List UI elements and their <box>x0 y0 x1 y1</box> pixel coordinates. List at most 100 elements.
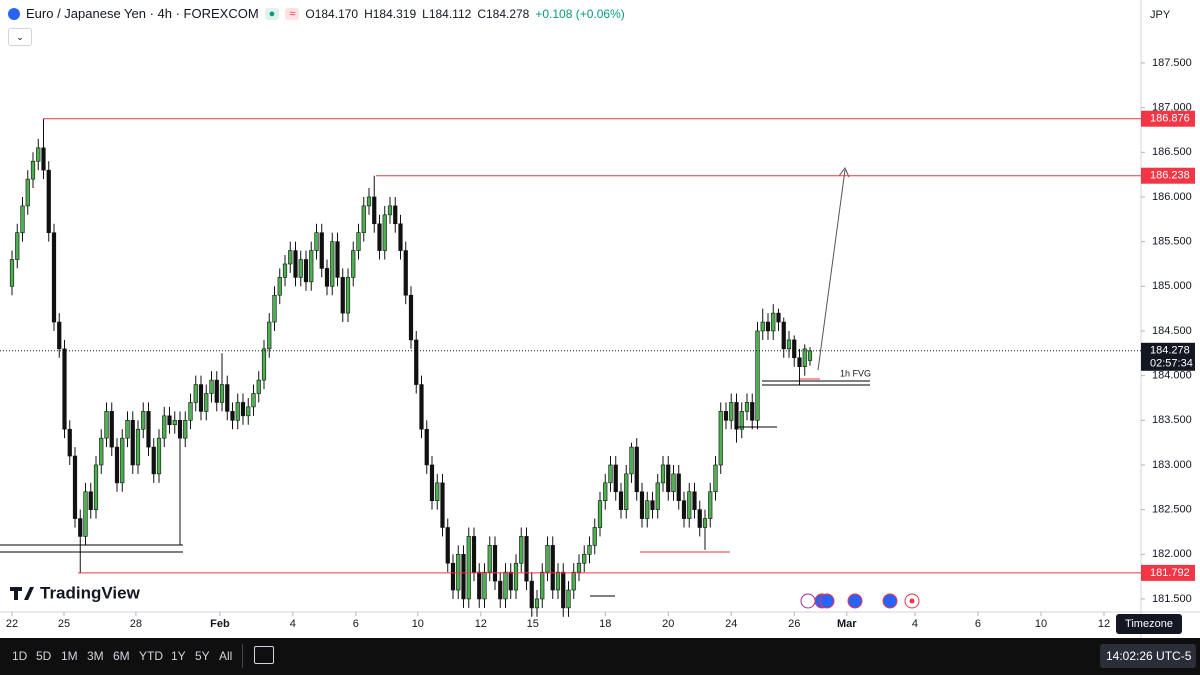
candle-body <box>456 553 461 591</box>
candle-body <box>366 196 372 207</box>
candle-body <box>162 415 167 439</box>
plot <box>9 118 813 617</box>
candle-body <box>424 428 429 466</box>
candle-body <box>135 428 141 466</box>
x-tick-label: 15 <box>527 618 539 630</box>
candle-body <box>246 406 251 417</box>
range-button[interactable]: 5Y <box>195 649 210 663</box>
level-label-bg <box>1141 110 1195 127</box>
candle-body <box>650 500 655 510</box>
candle-body <box>513 562 519 591</box>
candle-body <box>723 411 729 421</box>
candle-body <box>67 428 72 457</box>
countdown: 02:57:34 <box>1150 358 1193 370</box>
candle-body <box>471 536 477 573</box>
candle-body <box>15 232 20 260</box>
candle-body <box>655 482 660 510</box>
candle-body <box>62 348 67 430</box>
event-icon[interactable] <box>847 593 863 609</box>
range-button[interactable]: 6M <box>113 649 130 663</box>
candle-body <box>172 419 177 426</box>
level-label-bg <box>1141 564 1195 581</box>
candle-body <box>88 491 93 510</box>
candle-body <box>36 147 41 162</box>
candle-body <box>445 527 450 564</box>
candle-body <box>776 312 781 323</box>
candle-body <box>702 518 708 528</box>
y-tick-label: 186.000 <box>1152 191 1192 203</box>
candle-body <box>713 464 718 493</box>
candle-body <box>330 241 335 287</box>
candle-body <box>83 491 88 537</box>
candle-body <box>387 205 393 216</box>
range-button[interactable]: YTD <box>139 649 163 663</box>
ohlc-change: +0.108 (+0.06%) <box>535 6 625 21</box>
candle-body <box>734 402 739 430</box>
x-tick-label: 6 <box>353 618 359 630</box>
candle-body <box>576 562 582 573</box>
candle-body <box>597 500 603 528</box>
event-icon[interactable] <box>882 593 898 609</box>
candle-body <box>660 464 666 484</box>
x-tick-label: Mar <box>837 618 857 630</box>
collapse-button[interactable]: ⌄ <box>8 28 32 46</box>
candle-body <box>78 518 83 537</box>
logo-icon <box>10 587 34 600</box>
candle-body <box>393 205 398 225</box>
candle-body <box>225 384 230 412</box>
range-button[interactable]: 1Y <box>171 649 186 663</box>
candle-body <box>524 536 529 582</box>
candle-body <box>30 160 36 180</box>
arrow <box>817 169 846 371</box>
candle-body <box>72 455 78 519</box>
annotation: 1h FVG <box>840 368 871 378</box>
candle-body <box>183 419 188 439</box>
range-button[interactable]: 5D <box>36 649 52 663</box>
currency-button[interactable] <box>1143 3 1197 25</box>
candle-body <box>750 402 755 421</box>
range-button[interactable]: 1D <box>12 649 28 663</box>
range-button[interactable]: 3M <box>87 649 104 663</box>
ohlc-close: C184.278 <box>477 6 530 21</box>
candle-body <box>141 411 146 430</box>
candle-body <box>261 348 267 381</box>
candle-body <box>345 277 351 314</box>
candle-body <box>771 312 776 332</box>
clock-box[interactable] <box>1100 644 1196 668</box>
range-button[interactable]: 1M <box>61 649 78 663</box>
candle-body <box>114 446 120 484</box>
x-tick-label: 26 <box>788 618 800 630</box>
candle-body <box>729 402 734 421</box>
level-label-bg <box>1141 167 1195 184</box>
legend: Euro / Japanese Yen · 4h · FOREXCOM ● ≈ … <box>8 6 625 21</box>
candle-body <box>219 384 225 403</box>
candle-body <box>545 545 550 573</box>
candle-body <box>167 415 172 426</box>
candle-body <box>46 169 51 234</box>
event-icon[interactable] <box>819 593 835 609</box>
candle-body <box>372 196 377 225</box>
current-price-bg <box>1141 342 1195 371</box>
candle-body <box>681 500 687 519</box>
candle-body <box>408 294 414 341</box>
candle-body <box>503 571 508 600</box>
candle-body <box>235 402 240 421</box>
candle-body <box>288 250 293 265</box>
y-tick-label: 186.500 <box>1152 146 1192 158</box>
candle-body <box>314 232 319 251</box>
event-icon[interactable] <box>800 593 816 609</box>
range-button[interactable]: All <box>219 649 233 663</box>
x-tick-label: 4 <box>290 618 296 630</box>
separator <box>242 644 243 668</box>
candle-body <box>671 473 676 493</box>
candle-body <box>356 232 361 251</box>
candle-body <box>786 339 792 350</box>
candle-body <box>382 214 387 251</box>
candle-body <box>130 419 135 466</box>
candle-body <box>9 259 15 287</box>
date-range-button[interactable] <box>254 646 274 664</box>
candle-body <box>739 411 744 430</box>
candle-body <box>272 294 277 323</box>
symbol-title: Euro / Japanese Yen · 4h · FOREXCOM <box>26 6 259 21</box>
